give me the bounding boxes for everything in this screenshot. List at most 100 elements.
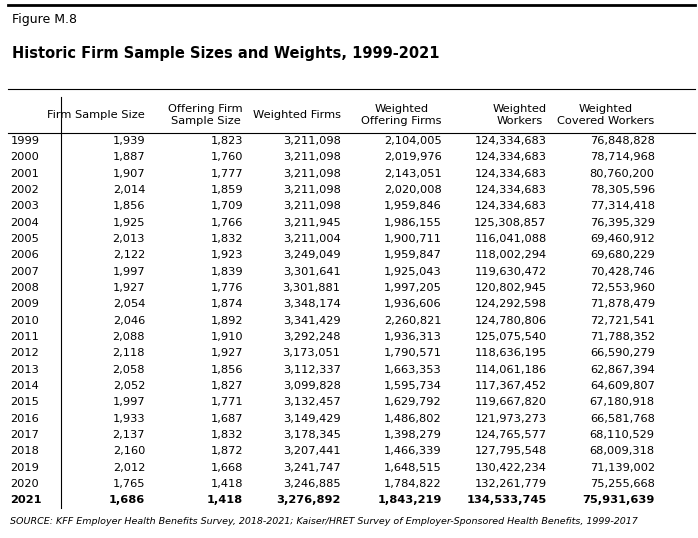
Text: 2007: 2007 [10,267,39,277]
Text: 118,002,294: 118,002,294 [475,250,547,260]
Text: 76,848,828: 76,848,828 [590,136,655,146]
Text: 2004: 2004 [10,217,39,228]
Text: 118,636,195: 118,636,195 [474,348,547,358]
Text: 68,009,318: 68,009,318 [590,446,655,456]
Text: 66,581,768: 66,581,768 [590,414,655,423]
Text: 2,014: 2,014 [113,185,145,195]
Text: 2014: 2014 [10,381,39,391]
Text: 114,061,186: 114,061,186 [475,365,547,374]
Text: 1,668: 1,668 [211,463,243,472]
Text: 125,308,857: 125,308,857 [474,217,547,228]
Text: 2005: 2005 [10,234,39,244]
Text: 3,301,641: 3,301,641 [283,267,341,277]
Text: 2012: 2012 [10,348,39,358]
Text: 1,887: 1,887 [112,152,145,162]
Text: 2010: 2010 [10,316,39,325]
Text: 1,466,339: 1,466,339 [384,446,442,456]
Text: 1,843,219: 1,843,219 [378,495,442,505]
Text: 66,590,279: 66,590,279 [590,348,655,358]
Text: 2,054: 2,054 [113,299,145,309]
Text: 71,788,352: 71,788,352 [590,332,655,342]
Text: 2000: 2000 [10,152,39,162]
Text: 1,832: 1,832 [210,430,243,440]
Text: 78,305,596: 78,305,596 [590,185,655,195]
Text: 1,859: 1,859 [210,185,243,195]
Text: 2,058: 2,058 [112,365,145,374]
Text: 2,046: 2,046 [113,316,145,325]
Text: 64,609,807: 64,609,807 [590,381,655,391]
Text: 120,802,945: 120,802,945 [475,283,547,293]
Text: 3,099,828: 3,099,828 [283,381,341,391]
Text: 3,341,429: 3,341,429 [283,316,341,325]
Text: 1,936,313: 1,936,313 [384,332,442,342]
Text: 1,760: 1,760 [210,152,243,162]
Text: 1,986,155: 1,986,155 [384,217,442,228]
Text: 1,927: 1,927 [210,348,243,358]
Text: 119,667,820: 119,667,820 [475,397,547,407]
Text: 3,132,457: 3,132,457 [283,397,341,407]
Text: 69,460,912: 69,460,912 [590,234,655,244]
Text: 1,923: 1,923 [210,250,243,260]
Text: 1,927: 1,927 [112,283,145,293]
Text: Figure M.8: Figure M.8 [12,13,77,26]
Text: 119,630,472: 119,630,472 [475,267,547,277]
Text: 1,925: 1,925 [112,217,145,228]
Text: 1,784,822: 1,784,822 [384,479,442,489]
Text: 2020: 2020 [10,479,39,489]
Text: 3,301,881: 3,301,881 [283,283,341,293]
Text: 3,211,098: 3,211,098 [283,185,341,195]
Text: 2019: 2019 [10,463,39,472]
Text: 76,395,329: 76,395,329 [590,217,655,228]
Text: 3,149,429: 3,149,429 [283,414,341,423]
Text: 2,260,821: 2,260,821 [385,316,442,325]
Text: 3,348,174: 3,348,174 [283,299,341,309]
Text: 1,418: 1,418 [210,479,243,489]
Text: 75,255,668: 75,255,668 [590,479,655,489]
Text: 72,553,960: 72,553,960 [590,283,655,293]
Text: 127,795,548: 127,795,548 [474,446,547,456]
Text: 1,832: 1,832 [210,234,243,244]
Text: 124,334,683: 124,334,683 [475,185,547,195]
Text: 2,020,008: 2,020,008 [384,185,442,195]
Text: 1,777: 1,777 [210,168,243,179]
Text: 3,292,248: 3,292,248 [283,332,341,342]
Text: 62,867,394: 62,867,394 [590,365,655,374]
Text: 1,900,711: 1,900,711 [384,234,442,244]
Text: 71,139,002: 71,139,002 [590,463,655,472]
Text: Weighted Firms: Weighted Firms [253,110,341,120]
Text: 2016: 2016 [10,414,39,423]
Text: 2011: 2011 [10,332,39,342]
Text: 3,249,049: 3,249,049 [283,250,341,260]
Text: 67,180,918: 67,180,918 [590,397,655,407]
Text: 1999: 1999 [10,136,40,146]
Text: 116,041,088: 116,041,088 [474,234,547,244]
Text: 1,872: 1,872 [210,446,243,456]
Text: 1,595,734: 1,595,734 [384,381,442,391]
Text: 1,765: 1,765 [112,479,145,489]
Text: 124,334,683: 124,334,683 [475,168,547,179]
Text: 2,019,976: 2,019,976 [384,152,442,162]
Text: 2,118: 2,118 [112,348,145,358]
Text: 1,629,792: 1,629,792 [384,397,442,407]
Text: 1,874: 1,874 [210,299,243,309]
Text: 1,823: 1,823 [210,136,243,146]
Text: 1,959,846: 1,959,846 [384,201,442,211]
Text: 2015: 2015 [10,397,39,407]
Text: 1,771: 1,771 [210,397,243,407]
Text: 1,648,515: 1,648,515 [384,463,442,472]
Text: 1,856: 1,856 [112,201,145,211]
Text: 2,143,051: 2,143,051 [384,168,442,179]
Text: 3,246,885: 3,246,885 [283,479,341,489]
Text: 70,428,746: 70,428,746 [590,267,655,277]
Text: 1,776: 1,776 [210,283,243,293]
Text: 1,418: 1,418 [207,495,243,505]
Text: 1,933: 1,933 [112,414,145,423]
Text: 3,276,892: 3,276,892 [276,495,341,505]
Text: 1,709: 1,709 [210,201,243,211]
Text: 1,839: 1,839 [210,267,243,277]
Text: 1,925,043: 1,925,043 [384,267,442,277]
Text: 1,687: 1,687 [210,414,243,423]
Text: 2,013: 2,013 [112,234,145,244]
Text: 78,714,968: 78,714,968 [590,152,655,162]
Text: 1,936,606: 1,936,606 [384,299,442,309]
